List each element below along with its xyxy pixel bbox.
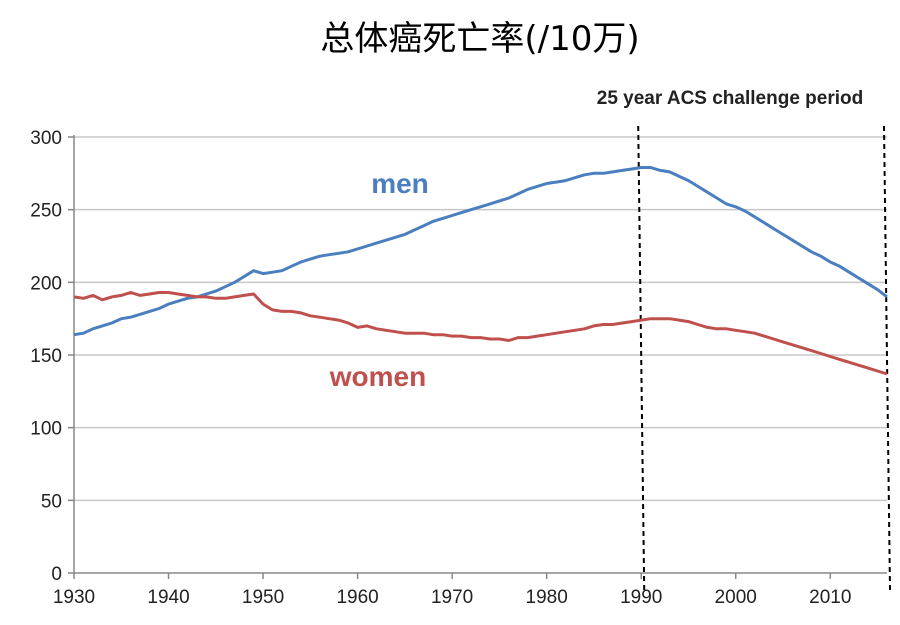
series-label-women: women	[329, 361, 426, 392]
y-tick-label: 100	[30, 419, 62, 440]
x-tick-label: 1960	[336, 587, 378, 608]
y-tick-label: 300	[30, 128, 62, 149]
series-line-men	[73, 166, 888, 337]
x-tick-label: 1930	[53, 587, 95, 608]
period-annotation: 25 year ACS challenge period	[597, 88, 863, 109]
tick-labels: 1930 1940 1950 1960 1970 1980 1990 2000 2010 0 50 1…	[30, 128, 851, 608]
x-tick-label: 1950	[242, 587, 284, 608]
chart-title: 总体癌死亡率(/10万)	[320, 19, 639, 59]
x-tick-label: 1940	[147, 587, 189, 608]
x-tick-label: 1990	[620, 587, 662, 608]
gridlines	[74, 136, 887, 502]
series-label-men: men	[371, 168, 429, 199]
x-tick-label: 2000	[715, 587, 757, 608]
period-marker-line	[637, 125, 646, 591]
y-tick-label: 250	[30, 201, 62, 222]
series-line-women	[73, 291, 888, 376]
y-tick-label: 200	[30, 273, 62, 294]
x-tick-label: 1970	[431, 587, 473, 608]
series-lines	[73, 166, 888, 376]
y-tick-label: 50	[41, 491, 62, 512]
x-tick-label: 1980	[526, 587, 568, 608]
y-tick-label: 150	[30, 346, 62, 367]
y-tick-label: 0	[51, 564, 62, 585]
period-markers	[637, 125, 891, 591]
axes	[68, 135, 887, 579]
x-tick-label: 2010	[809, 587, 851, 608]
period-marker-line	[883, 125, 891, 591]
